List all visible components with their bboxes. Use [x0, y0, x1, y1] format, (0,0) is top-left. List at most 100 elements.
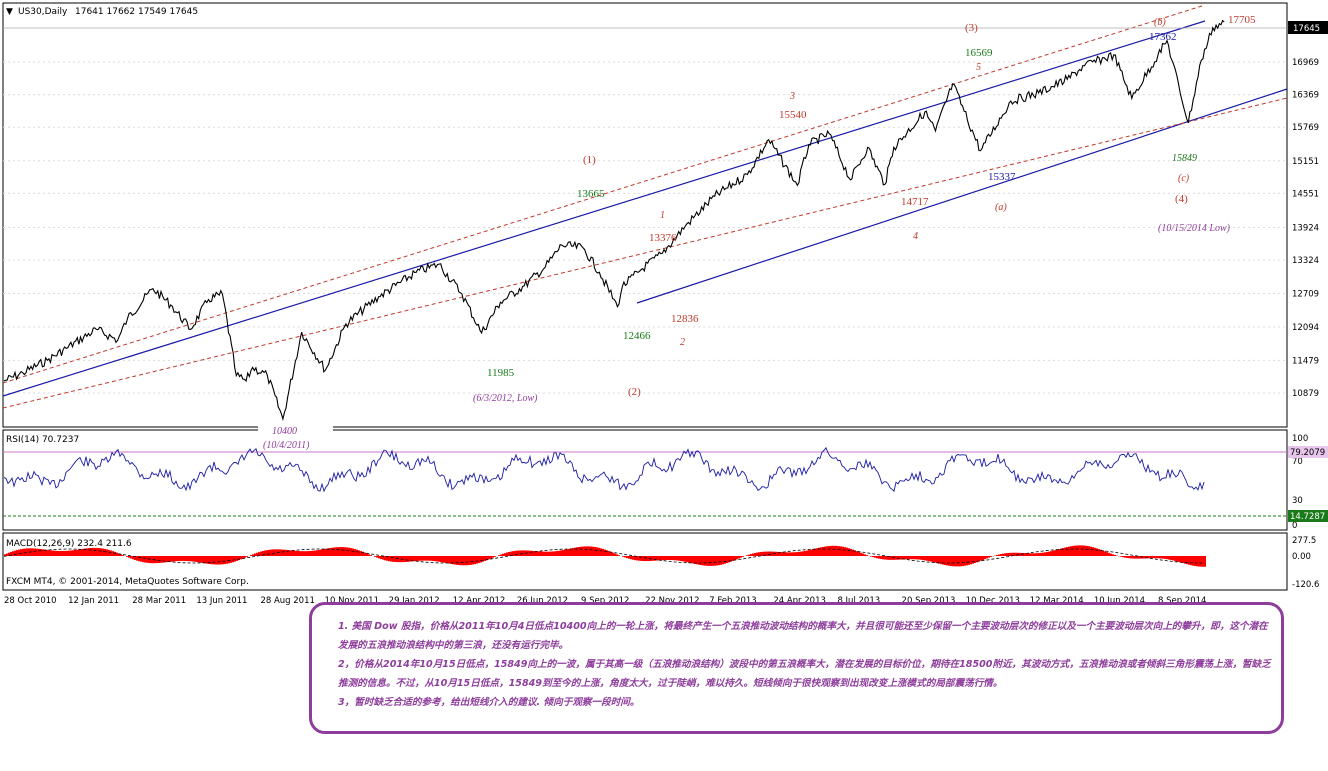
macd-bar — [790, 552, 792, 556]
macd-bar — [450, 556, 452, 564]
macd-bar — [132, 556, 134, 560]
label-wave-2-small: 2 — [680, 337, 685, 348]
macd-bar — [638, 556, 640, 561]
macd-bar — [330, 547, 332, 556]
macd-bar — [878, 556, 880, 559]
macd-bar — [1144, 556, 1146, 559]
macd-bar — [448, 556, 450, 564]
macd-bar — [184, 556, 186, 561]
macd-bar — [346, 547, 348, 556]
macd-bar — [568, 548, 570, 556]
lower-channel-line — [636, 88, 1288, 304]
macd-bar — [1110, 553, 1112, 556]
macd-bar — [410, 556, 412, 562]
macd-bar — [722, 556, 724, 565]
macd-bar — [848, 548, 850, 556]
macd-bar — [190, 556, 192, 562]
macd-bar — [1048, 551, 1050, 556]
macd-bar — [314, 550, 316, 556]
macd-bar — [1154, 556, 1156, 559]
macd-bar — [842, 546, 844, 556]
macd-bar — [780, 552, 782, 556]
macd-bar — [950, 556, 952, 567]
macd-bar — [282, 549, 284, 556]
rsi-badge-high: 79.2079 — [1290, 448, 1325, 458]
macd-bar — [432, 556, 434, 561]
macd-bar — [528, 550, 530, 556]
macd-bar — [1122, 556, 1124, 558]
collapse-arrow-icon[interactable]: ▼ — [6, 7, 13, 17]
macd-bar — [516, 550, 518, 556]
macd-bar — [390, 556, 392, 562]
macd-bar — [22, 548, 24, 556]
macd-bar — [142, 556, 144, 563]
macd-tick-top: 277.5 — [1292, 536, 1316, 546]
macd-bar — [826, 546, 828, 556]
macd-bar — [208, 556, 210, 564]
macd-bar — [416, 556, 418, 561]
macd-bar — [44, 549, 46, 556]
analysis-note-box: 1. 美国 Dow 股指，价格从2011年10月4日低点10400向上的一轮上涨… — [309, 602, 1284, 734]
macd-bar — [174, 556, 176, 562]
macd-bar — [700, 556, 702, 566]
macd-bar — [514, 550, 516, 556]
macd-bar — [822, 546, 824, 556]
macd-bar — [418, 556, 420, 561]
rsi-tick-70: 70 — [1292, 457, 1303, 467]
macd-bar — [578, 547, 580, 556]
macd-bar — [1162, 556, 1164, 559]
macd-bar — [1148, 556, 1150, 559]
macd-bar — [910, 556, 912, 560]
label-15540: 15540 — [779, 109, 807, 121]
macd-bar — [748, 554, 750, 556]
macd-bar — [440, 556, 442, 563]
macd-bar — [1152, 556, 1154, 559]
macd-bar — [830, 545, 832, 556]
macd-bar — [40, 549, 42, 556]
macd-bar — [74, 549, 76, 556]
time-axis: 28 Oct 2010 12 Jan 2011 28 Mar 2011 13 Jun … — [4, 596, 1206, 606]
macd-bar — [504, 553, 506, 556]
macd-bar — [110, 550, 112, 556]
macd-bar — [384, 556, 386, 561]
label-wave-4-circle: (4) — [1175, 193, 1188, 205]
macd-bar — [926, 556, 928, 561]
macd-bar — [274, 549, 276, 556]
macd-bar — [502, 553, 504, 556]
macd-signal-line — [3, 548, 1204, 564]
macd-bar — [1196, 556, 1198, 567]
rsi-badge-low-bg — [1288, 510, 1328, 522]
macd-bar — [328, 548, 330, 556]
macd-bar — [412, 556, 414, 562]
macd-bar — [894, 556, 896, 560]
macd-bar — [908, 556, 910, 560]
macd-bar — [60, 551, 62, 556]
macd-bar — [718, 556, 720, 566]
macd-bar — [1070, 546, 1072, 556]
macd-bar — [1024, 553, 1026, 556]
macd-bar — [792, 552, 794, 556]
macd-bar — [186, 556, 188, 562]
price-tick-label: 11479 — [1292, 356, 1319, 366]
macd-bar — [1028, 553, 1030, 556]
macd-bar — [366, 553, 368, 556]
macd-bar — [706, 556, 708, 566]
macd-bar — [802, 551, 804, 556]
macd-bar — [24, 548, 26, 556]
label-13665: 13665 — [577, 188, 605, 200]
macd-bar — [1172, 556, 1174, 561]
price-axis: 16969 16369 15769 15151 14551 13924 13324 12709… — [1292, 58, 1319, 399]
macd-bar — [50, 550, 52, 556]
macd-bar — [1204, 556, 1206, 567]
macd-bar — [456, 556, 458, 565]
macd-bar — [1178, 556, 1180, 562]
macd-bar — [272, 549, 274, 556]
label-10400: 10400 — [272, 426, 297, 437]
macd-bar — [882, 556, 884, 560]
macd-bar — [62, 550, 64, 556]
macd-bar — [434, 556, 436, 562]
macd-bar — [130, 556, 132, 559]
macd-bar — [134, 556, 136, 560]
macd-bar — [392, 556, 394, 562]
macd-bar — [258, 552, 260, 556]
